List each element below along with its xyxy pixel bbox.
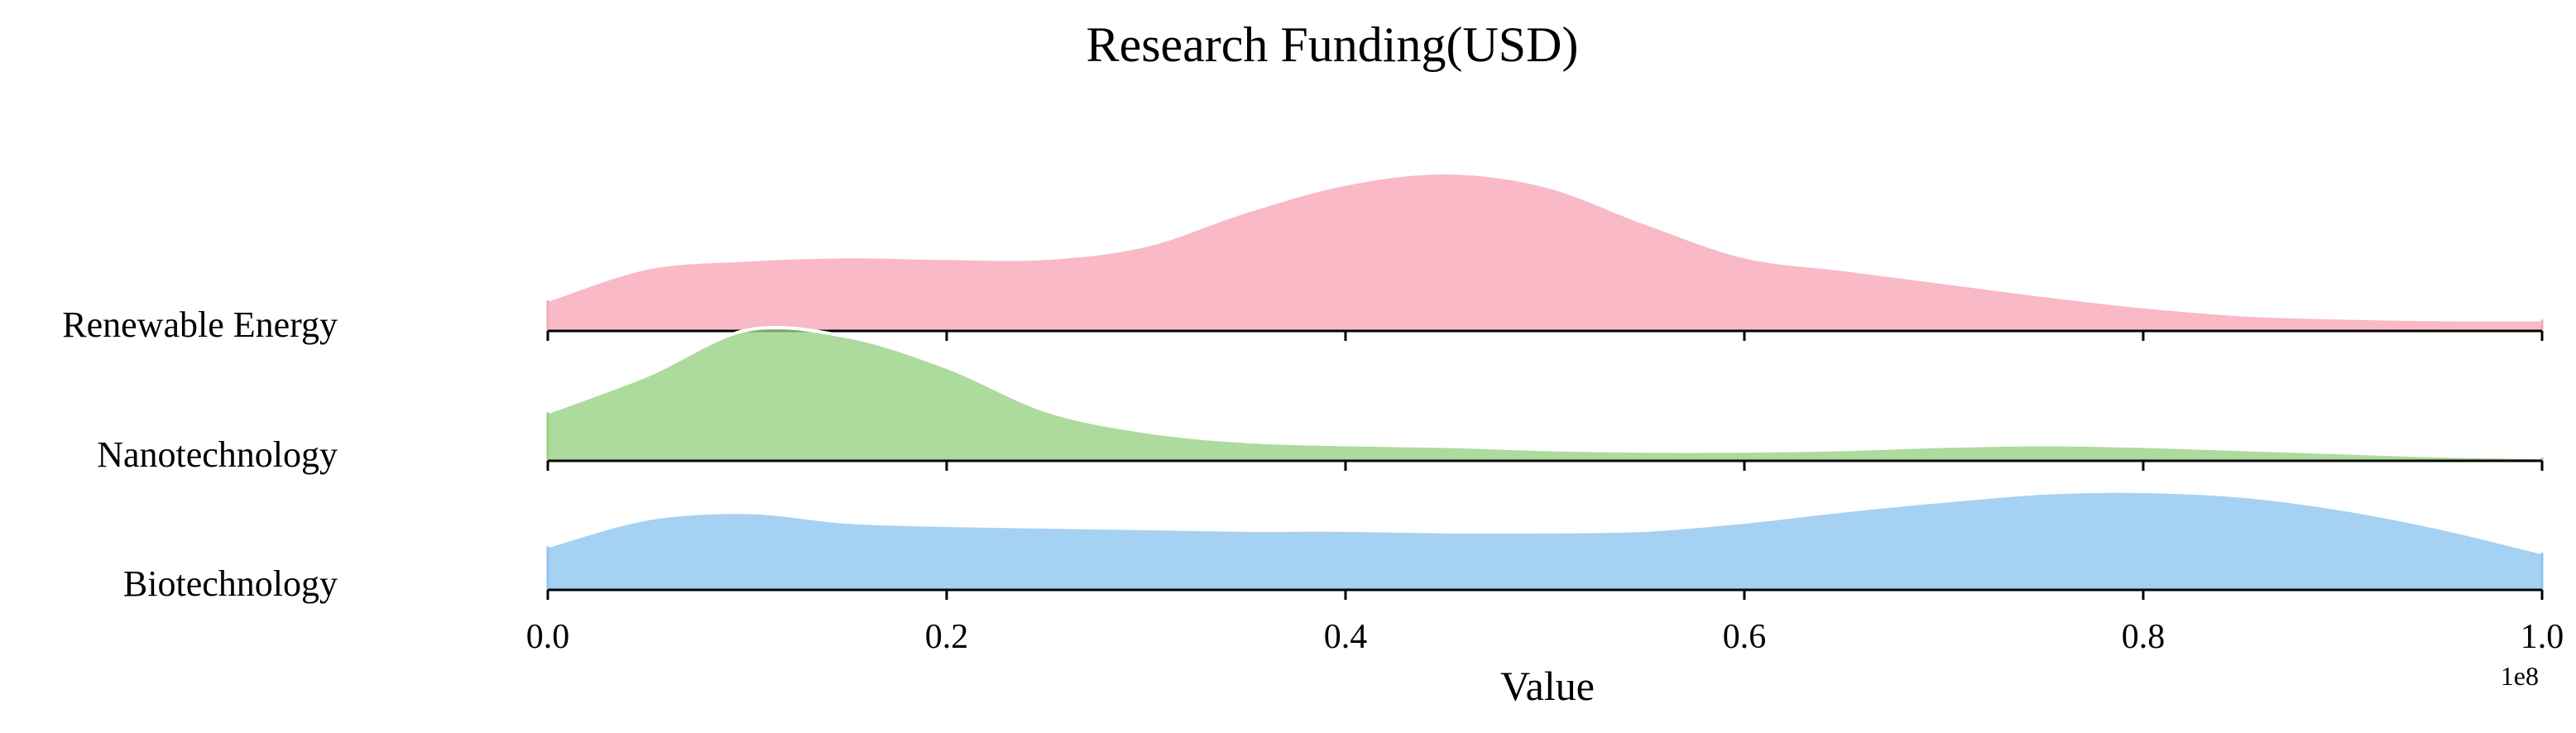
category-label-nanotechnology: Nanotechnology — [97, 434, 338, 475]
ridge-biotechnology: Biotechnology — [123, 489, 2544, 604]
density-area-renewable-energy — [548, 172, 2542, 331]
x-axis-ticks: 0.0 0.2 0.4 0.6 0.8 1.0 — [526, 618, 2564, 656]
category-label-biotechnology: Biotechnology — [123, 563, 338, 604]
density-outline-renewable-energy — [547, 170, 2543, 322]
density-outline-biotechnology — [547, 489, 2543, 555]
density-area-biotechnology — [548, 491, 2542, 590]
ridge-nanotechnology: Nanotechnology — [97, 325, 2544, 475]
density-area-nanotechnology — [548, 327, 2542, 461]
x-tick-label: 0.0 — [526, 618, 570, 656]
ridge-renewable-energy: Renewable Energy — [62, 170, 2544, 345]
density-outline-nanotechnology — [547, 325, 2543, 460]
x-tick-label: 0.8 — [2122, 618, 2166, 656]
ridge-layers: Renewable Energy Nanotechnology Biotechnol… — [62, 170, 2544, 604]
chart-title: Research Funding(USD) — [1087, 17, 1579, 72]
category-label-renewable-energy: Renewable Energy — [62, 304, 338, 345]
x-tick-label: 1.0 — [2521, 618, 2564, 656]
x-axis-label: Value — [1500, 663, 1595, 709]
x-tick-label: 0.6 — [1723, 618, 1767, 656]
x-axis-offset-label: 1e8 — [2501, 661, 2539, 691]
x-tick-label: 0.2 — [925, 618, 969, 656]
x-tick-label: 0.4 — [1324, 618, 1368, 656]
